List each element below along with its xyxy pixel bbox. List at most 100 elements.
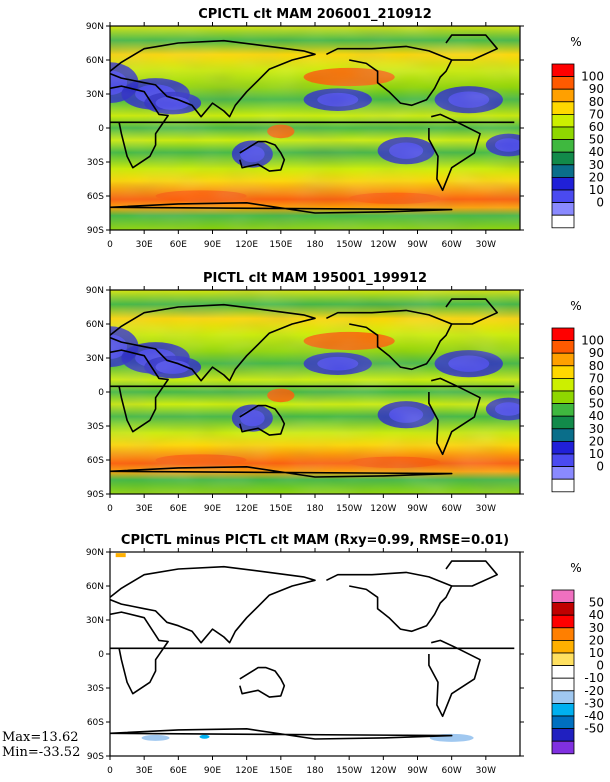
- panel-title: CPICTL minus PICTL clt MAM (Rxy=0.99, RM…: [121, 533, 509, 548]
- colorbar-label: 40: [589, 409, 604, 423]
- colorbar-label: 20: [589, 633, 604, 647]
- lon-tick-label: 60W: [441, 504, 461, 514]
- colorbar-swatch: [551, 88, 575, 103]
- colorbar-swatch: [551, 690, 575, 704]
- colorbar-swatch: [551, 126, 575, 141]
- coastline: [445, 560, 498, 587]
- colorbar-label: 100: [581, 334, 604, 348]
- lat-tick-label: 30S: [87, 684, 104, 694]
- lon-tick-label: 150W: [336, 240, 362, 250]
- coastline: [445, 298, 498, 325]
- stats-min: Min=-33.52: [2, 745, 80, 760]
- colorbar-label: 10: [589, 646, 604, 660]
- colorbar-swatch: [551, 76, 575, 90]
- colorbar-label: 20: [589, 434, 604, 448]
- lon-tick-label: 30E: [136, 504, 153, 514]
- lon-tick-label: 150W: [336, 504, 362, 514]
- colorbar-swatch: [551, 440, 575, 455]
- colorbar-unit: %: [570, 35, 581, 49]
- lon-tick-label: 30E: [136, 766, 153, 776]
- lat-tick-label: 90S: [87, 226, 104, 236]
- colorbar-swatch: [551, 740, 575, 755]
- lon-tick-label: 150W: [336, 766, 362, 776]
- lon-tick-label: 90E: [204, 240, 221, 250]
- lon-tick-label: 0: [107, 504, 113, 514]
- colorbar-label: 0: [596, 659, 604, 673]
- lon-tick-label: 0: [107, 766, 113, 776]
- lon-tick-label: 30W: [476, 766, 496, 776]
- colorbar-label: 70: [589, 371, 604, 385]
- lon-tick-label: 180: [306, 504, 323, 514]
- coastline: [239, 404, 286, 436]
- coastline: [428, 639, 481, 718]
- colorbar-swatch: [551, 202, 575, 216]
- colorbar-swatch: [551, 602, 575, 616]
- lat-tick-label: 90S: [87, 752, 104, 762]
- colorbar-swatch: [551, 728, 575, 742]
- colorbar-label: -30: [584, 696, 604, 710]
- lon-tick-label: 120W: [370, 240, 396, 250]
- colorbar-label: 10: [589, 183, 604, 197]
- lat-tick-label: 0: [98, 650, 104, 660]
- colorbar-swatch: [551, 352, 575, 367]
- lon-tick-label: 60E: [170, 240, 187, 250]
- colorbar-swatch: [551, 139, 575, 153]
- colorbar-swatch: [551, 151, 575, 166]
- colorbar-swatch: [551, 665, 575, 679]
- colorbar-swatch: [551, 101, 575, 115]
- colorbar-label: 30: [589, 158, 604, 172]
- colorbar-swatch: [551, 640, 575, 654]
- colorbar-swatch: [551, 478, 575, 493]
- coastline: [239, 666, 286, 698]
- lon-tick-label: 90W: [407, 766, 427, 776]
- colorbar-label: 30: [589, 621, 604, 635]
- colorbar-swatch: [551, 377, 575, 392]
- map-field: [110, 26, 520, 230]
- coastline: [428, 113, 481, 192]
- colorbar-label: 40: [589, 145, 604, 159]
- coastline: [326, 571, 453, 633]
- colorbar-swatch: [551, 327, 575, 342]
- lon-tick-label: 30W: [476, 504, 496, 514]
- colorbar-label: 0: [596, 196, 604, 210]
- colorbar-swatch: [551, 176, 575, 191]
- lon-tick-label: 90W: [407, 240, 427, 250]
- lat-tick-label: 90N: [86, 22, 104, 32]
- panel-3: CPICTL minus PICTL clt MAM (Rxy=0.99, RM…: [86, 533, 604, 776]
- coastline: [110, 466, 453, 478]
- colorbar-label: 0: [596, 460, 604, 474]
- lat-tick-label: 30S: [87, 422, 104, 432]
- colorbar-label: 60: [589, 384, 604, 398]
- lat-tick-label: 30S: [87, 158, 104, 168]
- colorbar-label: 90: [589, 82, 604, 96]
- lat-tick-label: 60S: [87, 718, 104, 728]
- lon-tick-label: 180: [306, 240, 323, 250]
- colorbar-unit: %: [570, 561, 581, 575]
- colorbar-label: 60: [589, 120, 604, 134]
- lon-tick-label: 120W: [370, 504, 396, 514]
- lon-tick-label: 60W: [441, 766, 461, 776]
- colorbar-label: 20: [589, 170, 604, 184]
- coastline: [110, 565, 316, 644]
- colorbar-label: 70: [589, 107, 604, 121]
- lon-tick-label: 60E: [170, 504, 187, 514]
- lon-tick-label: 60E: [170, 766, 187, 776]
- colorbar-swatch: [551, 466, 575, 480]
- colorbar-swatch: [551, 365, 575, 379]
- colorbar-label: 50: [589, 397, 604, 411]
- colorbar-swatch: [551, 164, 575, 178]
- lat-tick-label: 60N: [86, 320, 104, 330]
- lat-tick-label: 90S: [87, 490, 104, 500]
- colorbar-swatch: [551, 589, 575, 604]
- colorbar-swatch: [551, 189, 575, 204]
- coastline: [326, 309, 453, 371]
- lon-tick-label: 180: [306, 766, 323, 776]
- colorbar-label: -10: [584, 671, 604, 685]
- lat-tick-label: 30N: [86, 354, 104, 364]
- lon-tick-label: 150E: [269, 766, 292, 776]
- colorbar-swatch: [551, 652, 575, 667]
- panel-2: PICTL clt MAM 195001_199912 0 30E 60E 90E 120…: [86, 271, 604, 514]
- lon-tick-label: 30E: [136, 240, 153, 250]
- colorbar-swatch: [551, 114, 575, 128]
- colorbar-label: 50: [589, 596, 604, 610]
